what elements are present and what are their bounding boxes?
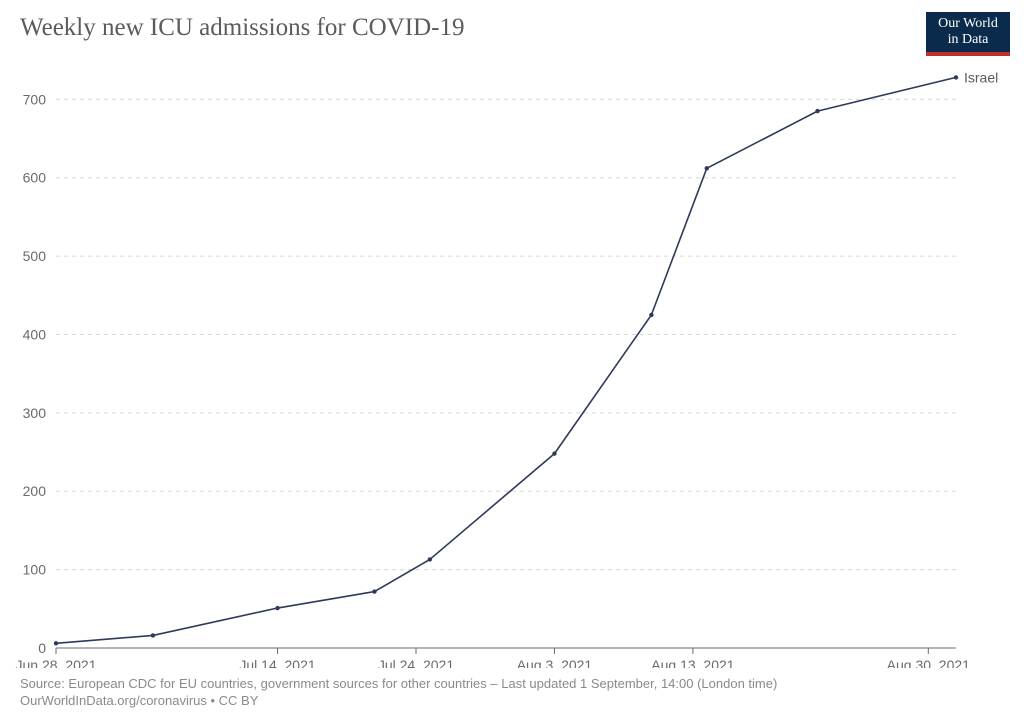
- y-tick-label: 0: [38, 640, 46, 656]
- data-point: [372, 589, 376, 593]
- data-point: [815, 109, 819, 113]
- x-tick-label: Aug 30, 2021: [887, 657, 971, 668]
- owid-logo: Our World in Data: [926, 12, 1010, 56]
- x-tick-label: Aug 3, 2021: [517, 657, 593, 668]
- y-tick-label: 400: [23, 326, 47, 342]
- data-point: [275, 606, 279, 610]
- footer-source: Source: European CDC for EU countries, g…: [20, 675, 777, 693]
- y-tick-label: 600: [23, 170, 47, 186]
- series-line: [56, 77, 956, 643]
- data-point: [151, 633, 155, 637]
- logo-line2: in Data: [948, 32, 989, 47]
- x-tick-label: Jun 28, 2021: [16, 657, 97, 668]
- x-tick-label: Jul 24, 2021: [378, 657, 454, 668]
- y-tick-label: 700: [23, 91, 47, 107]
- y-tick-label: 200: [23, 483, 47, 499]
- y-tick-label: 500: [23, 248, 47, 264]
- chart-svg: 0 100 200 300 400 500 600 700 Jun 28, 2021 Jul 14…: [0, 58, 1024, 668]
- footer-attribution: OurWorldInData.org/coronavirus • CC BY: [20, 692, 777, 710]
- data-point: [552, 451, 556, 455]
- data-point: [428, 557, 432, 561]
- series-label: Israel: [964, 69, 998, 85]
- data-point: [954, 75, 958, 79]
- x-tick-label: Aug 13, 2021: [651, 657, 735, 668]
- data-point: [54, 641, 58, 645]
- y-tick-label: 100: [23, 562, 47, 578]
- data-point: [705, 166, 709, 170]
- chart-title: Weekly new ICU admissions for COVID-19: [20, 14, 464, 42]
- chart-footer: Source: European CDC for EU countries, g…: [20, 675, 777, 710]
- x-tick-label: Jul 14, 2021: [239, 657, 315, 668]
- logo-line1: Our World: [938, 16, 998, 31]
- data-point: [649, 313, 653, 317]
- y-tick-label: 300: [23, 405, 47, 421]
